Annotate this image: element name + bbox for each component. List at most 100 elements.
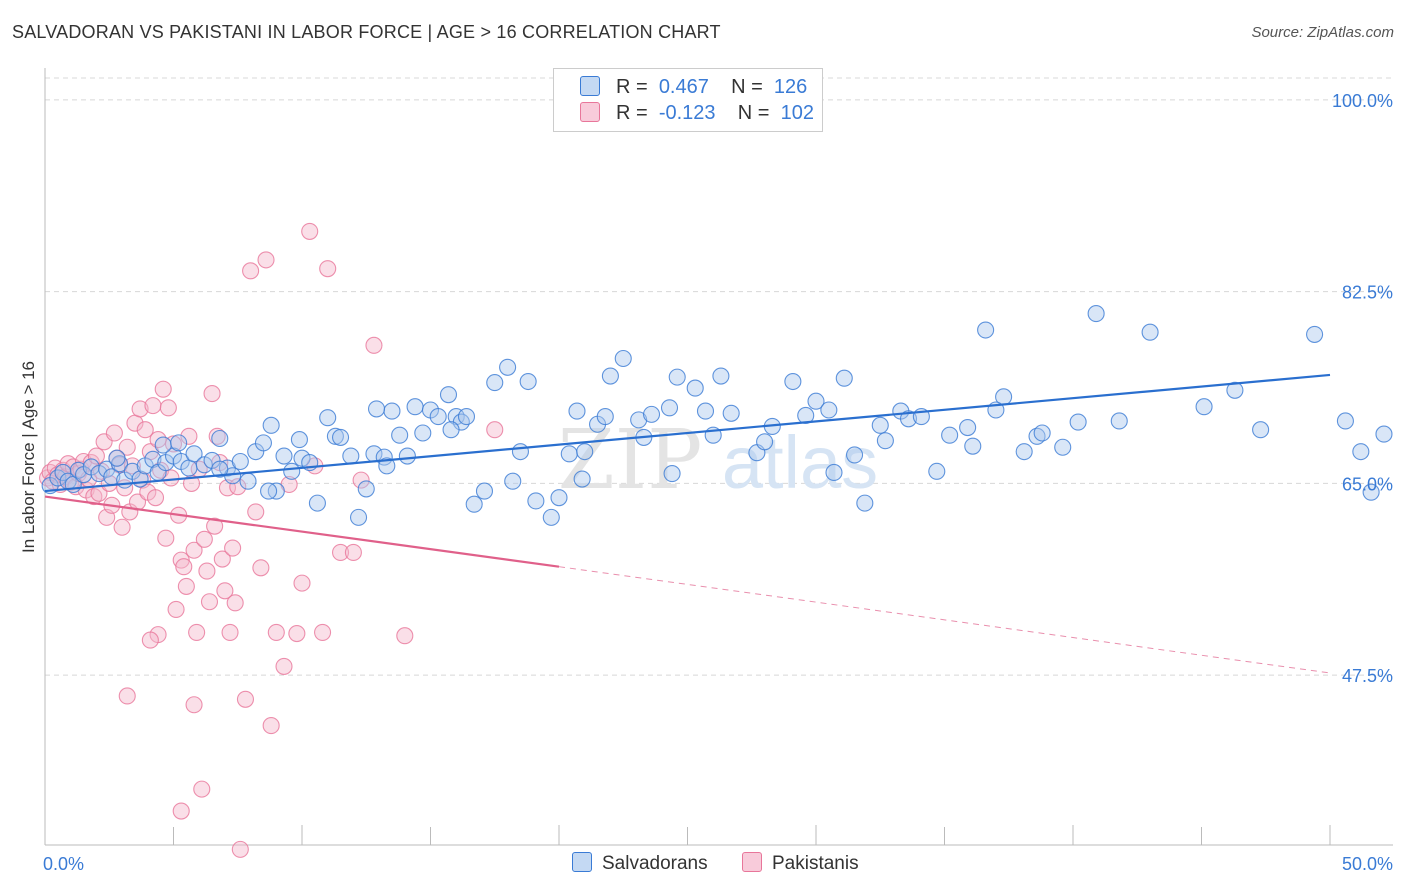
y-tick-label: 100.0% (1332, 91, 1393, 111)
data-point (756, 433, 774, 451)
data-point (326, 427, 344, 445)
data-point (236, 690, 255, 708)
data-point (1054, 438, 1072, 456)
data-point (660, 399, 679, 417)
data-point (511, 443, 530, 461)
data-point (696, 402, 715, 420)
data-point (216, 582, 234, 600)
data-point (722, 404, 740, 422)
bottom-legend-pakistanis: Pakistanis (742, 852, 859, 875)
data-point (224, 539, 242, 557)
data-point (542, 508, 560, 526)
data-point (254, 434, 273, 452)
tick-labels: 47.5% 65.0% 82.5% 100.0% 0.0% 50.0% (43, 91, 1393, 874)
data-point (568, 402, 586, 420)
data-point (519, 372, 537, 391)
data-point (131, 400, 149, 418)
chart-title: SALVADORAN VS PAKISTANI IN LABOR FORCE |… (12, 22, 721, 42)
data-point (262, 717, 280, 735)
legend-r-label: R = (616, 102, 648, 124)
data-point (835, 369, 853, 387)
data-point (439, 386, 458, 404)
pakistanis-legend-label: Pakistanis (772, 853, 859, 874)
data-point (614, 349, 632, 368)
y-tick-label: 65.0% (1342, 474, 1393, 494)
data-point (262, 416, 280, 434)
pakistanis-trend-line (44, 495, 560, 568)
data-point (365, 336, 383, 354)
data-point (367, 400, 386, 418)
data-point (175, 558, 193, 576)
data-point (1110, 412, 1128, 430)
data-point (876, 432, 894, 450)
data-point (288, 624, 306, 643)
data-point (977, 321, 995, 339)
data-point (1015, 443, 1033, 461)
data-point (686, 379, 704, 397)
data-point (527, 492, 545, 510)
data-point (406, 398, 424, 416)
data-point (668, 368, 686, 386)
data-point (560, 445, 578, 463)
pakistanis-trend-extension (558, 566, 1331, 674)
data-point (1362, 483, 1380, 501)
legend-r-value: 0.467 (658, 76, 709, 98)
data-point (550, 489, 568, 507)
data-point (118, 687, 136, 705)
data-point (283, 462, 301, 480)
data-point (391, 426, 409, 444)
legend-n-value: 126 (773, 76, 808, 98)
data-point (378, 457, 396, 475)
data-point (475, 482, 494, 500)
data-point (231, 452, 249, 471)
data-point (206, 517, 224, 535)
data-point (1033, 424, 1051, 442)
data-point (141, 631, 159, 649)
legend-row-salvadorans: R = 0.467 N = 126 (580, 76, 807, 100)
data-point (203, 385, 221, 403)
data-point (159, 399, 177, 417)
data-point (797, 406, 815, 425)
data-point (504, 472, 522, 490)
data-point (845, 446, 864, 464)
data-point (188, 623, 206, 641)
data-point (211, 460, 229, 478)
salvadorans-swatch (580, 76, 600, 96)
bottom-legend-salvadorans: Salvadorans (572, 852, 708, 875)
data-point (108, 449, 126, 467)
salvadorans-trend-line (44, 373, 1331, 493)
data-point (308, 494, 326, 512)
data-point (601, 367, 619, 385)
data-point (123, 457, 141, 475)
salvadorans-legend-label: Salvadorans (602, 853, 708, 874)
data-point (193, 780, 211, 798)
data-point (1028, 427, 1046, 445)
data-point (1352, 443, 1370, 461)
data-point (231, 840, 249, 858)
data-point (807, 392, 825, 410)
pakistanis-legend-swatch (742, 852, 762, 872)
pakistanis-swatch (580, 102, 600, 122)
data-point (964, 437, 982, 455)
y-tick-label: 82.5% (1342, 283, 1393, 303)
legend-r-value: -0.123 (658, 102, 716, 124)
data-point (157, 529, 175, 547)
data-point (154, 436, 172, 454)
axes (44, 68, 1393, 846)
data-point (352, 471, 370, 489)
data-point (342, 447, 360, 465)
data-point (331, 543, 350, 561)
data-point (314, 623, 332, 641)
correlation-legend: R = 0.467 N = 126 R = -0.123 N = 102 (553, 68, 823, 132)
data-point (319, 260, 337, 278)
data-point (596, 408, 614, 426)
data-point (414, 424, 432, 442)
data-point (226, 594, 244, 612)
pakistanis-points (39, 222, 504, 858)
data-point (213, 550, 231, 568)
data-point (221, 623, 239, 641)
data-point (642, 405, 661, 423)
source-label: Source: ZipAtlas.com (1251, 24, 1394, 41)
data-point (144, 450, 162, 468)
